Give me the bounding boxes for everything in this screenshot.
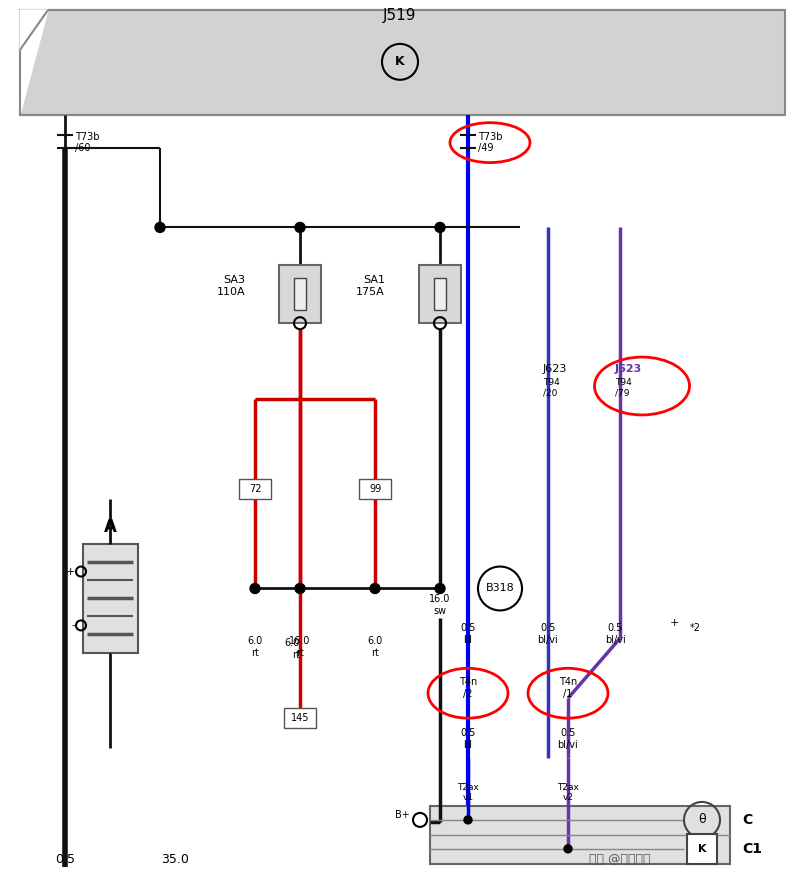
Text: T94
/79: T94 /79 bbox=[615, 378, 632, 397]
Text: 0.5
bl: 0.5 bl bbox=[460, 623, 476, 645]
Text: -: - bbox=[71, 620, 75, 630]
Text: 16.0
sw: 16.0 sw bbox=[430, 594, 450, 616]
Bar bbox=[430, 806, 730, 864]
Text: 头条 @飞哥学车: 头条 @飞哥学车 bbox=[590, 852, 650, 866]
Text: B+: B+ bbox=[395, 810, 410, 820]
Text: +: + bbox=[66, 567, 75, 576]
Circle shape bbox=[370, 583, 380, 594]
Bar bbox=[434, 278, 446, 310]
Bar bbox=[279, 265, 321, 323]
Circle shape bbox=[155, 222, 165, 232]
Bar bbox=[239, 479, 271, 499]
Text: *2: *2 bbox=[690, 623, 701, 634]
Text: 72: 72 bbox=[249, 484, 262, 494]
Bar bbox=[359, 479, 391, 499]
Text: T73b
/49: T73b /49 bbox=[478, 132, 502, 153]
Text: K: K bbox=[698, 844, 706, 854]
Text: 0.5
bl/vi: 0.5 bl/vi bbox=[558, 728, 578, 750]
Text: 6.0
rt: 6.0 rt bbox=[247, 636, 262, 658]
Text: SA1
175A: SA1 175A bbox=[356, 275, 385, 297]
Text: 0.5
bl/vi: 0.5 bl/vi bbox=[605, 623, 626, 645]
Text: C1: C1 bbox=[742, 842, 762, 856]
Text: J519: J519 bbox=[383, 8, 417, 23]
Circle shape bbox=[295, 222, 305, 232]
Text: T73b
/60: T73b /60 bbox=[75, 132, 99, 153]
Text: 0.5: 0.5 bbox=[55, 852, 75, 866]
Circle shape bbox=[295, 583, 305, 594]
Bar bbox=[20, 10, 785, 115]
Text: 35.0: 35.0 bbox=[161, 852, 189, 866]
Bar bbox=[687, 834, 717, 864]
Circle shape bbox=[435, 222, 445, 232]
Text: 145: 145 bbox=[290, 713, 310, 723]
Bar bbox=[294, 278, 306, 310]
Text: 6.0
rt: 6.0 rt bbox=[367, 636, 382, 658]
Text: 0.5
bl: 0.5 bl bbox=[460, 728, 476, 750]
Bar bbox=[83, 544, 138, 653]
Circle shape bbox=[250, 583, 260, 594]
Text: T94
/20: T94 /20 bbox=[543, 378, 560, 397]
Circle shape bbox=[464, 816, 472, 824]
Text: T4n
/1: T4n /1 bbox=[559, 678, 577, 699]
Polygon shape bbox=[20, 10, 48, 115]
Circle shape bbox=[435, 583, 445, 594]
Text: B318: B318 bbox=[486, 583, 514, 594]
Bar bbox=[284, 708, 316, 728]
Text: 0.5
bl/vi: 0.5 bl/vi bbox=[538, 623, 558, 645]
Text: T4n
/2: T4n /2 bbox=[459, 678, 477, 699]
Circle shape bbox=[564, 845, 572, 852]
Text: T2ax
v1: T2ax v1 bbox=[457, 783, 479, 802]
Text: J623: J623 bbox=[543, 364, 567, 374]
Text: K: K bbox=[395, 56, 405, 69]
Text: 99: 99 bbox=[369, 484, 381, 494]
Text: T2ax
v2: T2ax v2 bbox=[557, 783, 579, 802]
Text: θ: θ bbox=[698, 813, 706, 826]
Bar bbox=[419, 265, 461, 323]
Text: C: C bbox=[742, 813, 752, 827]
Text: 6.0
rt: 6.0 rt bbox=[285, 639, 300, 660]
Text: +: + bbox=[670, 619, 679, 628]
Text: A: A bbox=[103, 518, 117, 535]
Text: SA3
110A: SA3 110A bbox=[216, 275, 245, 297]
Text: J623: J623 bbox=[615, 364, 642, 374]
Text: 16.0
rt: 16.0 rt bbox=[290, 636, 310, 658]
